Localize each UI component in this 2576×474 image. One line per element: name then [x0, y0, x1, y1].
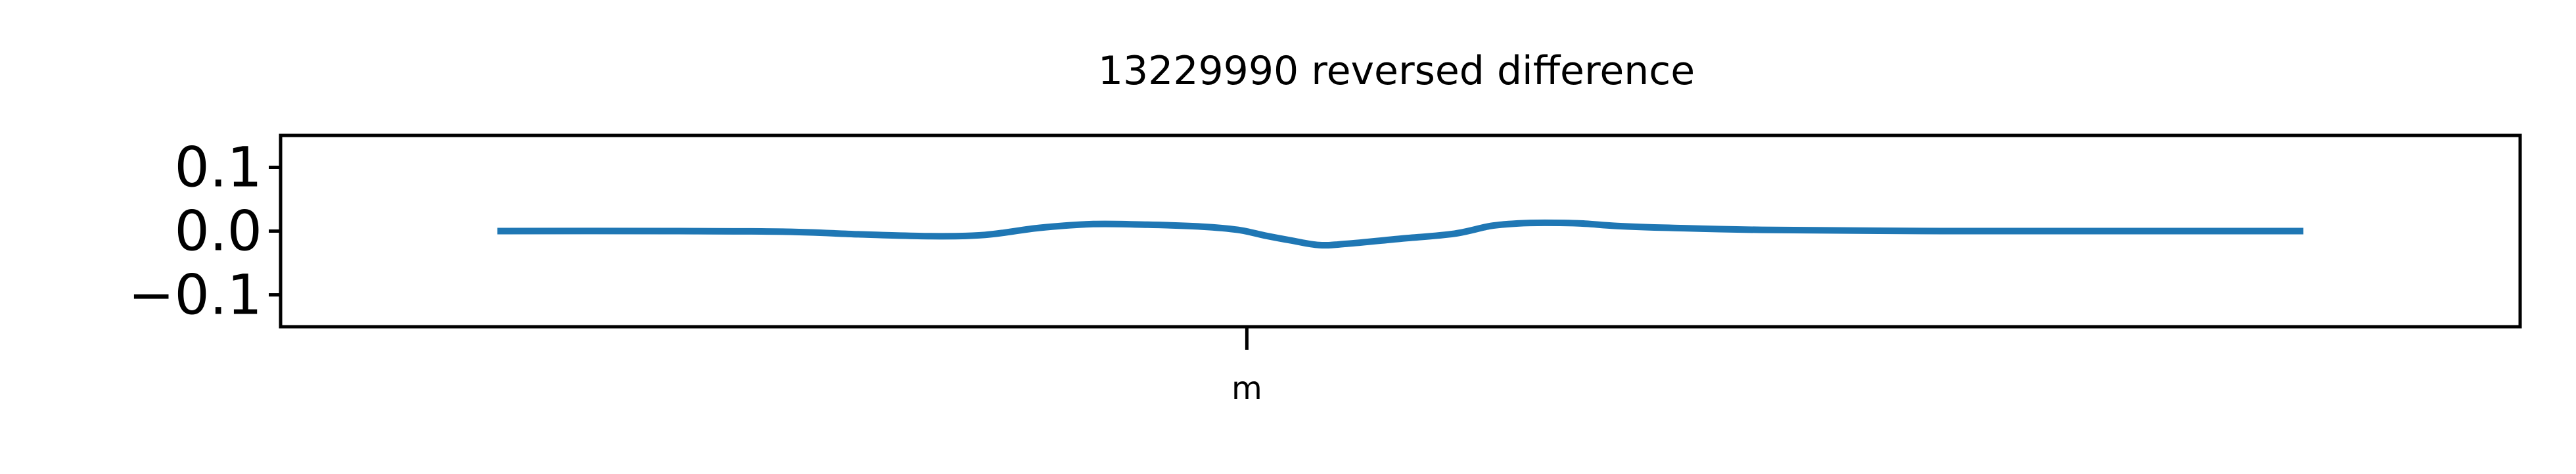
- y-tick-label: 0.1: [174, 135, 262, 200]
- series-group: [497, 219, 2304, 249]
- y-axis: 0.10.0−0.1: [128, 135, 281, 327]
- y-tick-label: 0.0: [174, 199, 262, 264]
- x-tick-label: m: [1231, 370, 1262, 407]
- x-axis: m: [1231, 327, 1262, 407]
- series-line: [497, 219, 2304, 249]
- y-tick-label: −0.1: [128, 263, 262, 327]
- chart-title: 13229990 reversed difference: [1098, 48, 1695, 94]
